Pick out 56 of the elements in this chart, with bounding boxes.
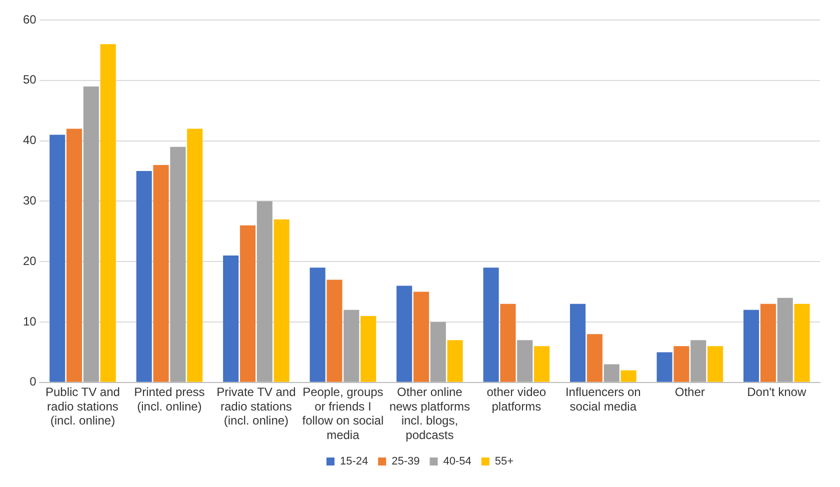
bar [310, 268, 326, 382]
y-tick-label: 30 [22, 194, 37, 208]
bar [690, 340, 706, 382]
bar [517, 340, 533, 382]
bar [153, 164, 169, 382]
bar [240, 225, 256, 382]
bar [360, 316, 376, 382]
bar [83, 86, 99, 382]
bar [674, 346, 690, 382]
bar [413, 292, 429, 382]
bar [430, 322, 446, 382]
x-tick-label: Don't know [747, 384, 806, 399]
legend-label: 40-54 [443, 456, 472, 468]
y-tick-label: 20 [22, 254, 37, 268]
bar [656, 352, 672, 382]
legend-label: 25-39 [392, 456, 420, 468]
bar [136, 171, 152, 382]
x-tick-label: Influencers on social media [565, 384, 641, 414]
bar [760, 304, 776, 382]
bar [483, 268, 499, 382]
x-tick-label: Private TV and radio stations (incl. online) [216, 384, 296, 428]
bar [396, 286, 412, 382]
x-tick-label: Other online news platforms incl. blogs, podcasts [389, 384, 470, 442]
y-tick-label: 50 [22, 72, 37, 87]
y-tick-label: 0 [30, 374, 37, 389]
legend-label: 55+ [494, 456, 514, 468]
bar [187, 128, 203, 382]
bar [500, 304, 516, 382]
bar [100, 44, 116, 382]
bar [447, 340, 463, 382]
bar [170, 146, 186, 382]
bar [777, 298, 793, 382]
x-tick-label: People, groups or friends I follow on social media [302, 384, 384, 442]
legend-label: 15-24 [340, 456, 368, 468]
bar [50, 134, 66, 382]
bar [223, 256, 239, 382]
bar [586, 334, 602, 382]
x-tick-label: Printed press (incl. online) [134, 384, 205, 414]
bar [570, 304, 586, 382]
bar [326, 280, 342, 382]
bar [620, 370, 636, 382]
x-tick-label: Public TV and radio stations (incl. online) [45, 384, 120, 428]
bar [534, 346, 550, 382]
bar [794, 304, 810, 382]
x-tick-label: Other [674, 384, 705, 399]
bar [604, 364, 620, 382]
bar [344, 310, 360, 382]
y-tick-label: 60 [22, 12, 37, 26]
bar [256, 201, 272, 382]
y-tick-label: 40 [22, 133, 37, 148]
bar [274, 219, 290, 382]
x-tick-label: other video platforms [486, 384, 546, 414]
bar [707, 346, 724, 382]
bar [743, 310, 760, 382]
y-tick-label: 10 [22, 314, 37, 328]
bar [66, 128, 82, 382]
